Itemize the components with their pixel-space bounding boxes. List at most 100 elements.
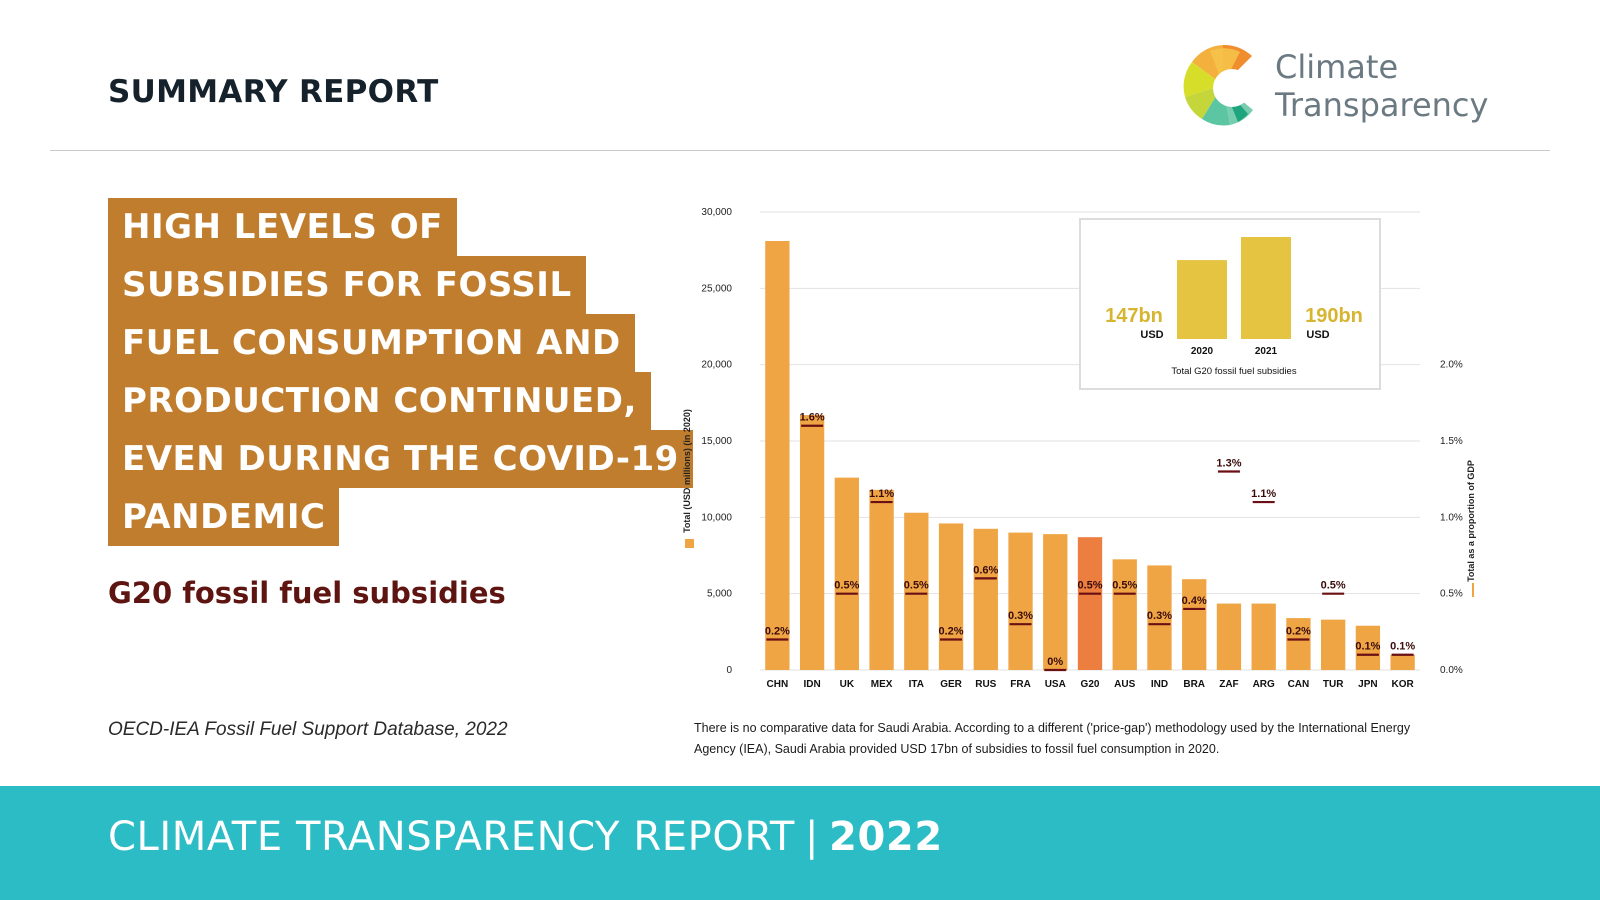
y2-tick-label: 2.0% <box>1440 360 1463 371</box>
page-title: SUMMARY REPORT <box>108 74 439 110</box>
bar-uk <box>834 477 859 670</box>
x-tick-label: FRA <box>1010 679 1031 690</box>
y-tick-label: 5,000 <box>707 589 732 600</box>
logo-text-climate: Climate <box>1275 48 1399 86</box>
bar-aus <box>1112 559 1137 670</box>
y2-tick-label: 1.0% <box>1440 512 1463 523</box>
bar-chn <box>765 241 790 671</box>
footer-title: CLIMATE TRANSPARENCY REPORT | 2022 <box>108 814 943 860</box>
gdp-share-label: 0.5% <box>1321 580 1346 592</box>
inset-unit-2021: USD <box>1306 329 1329 341</box>
headline-line: FUEL CONSUMPTION AND <box>108 314 635 372</box>
header-divider <box>50 150 1550 151</box>
y2-axis-title: Total as a proportion of GDP <box>1466 460 1476 582</box>
gdp-share-label: 1.1% <box>869 488 894 500</box>
data-source: OECD-IEA Fossil Fuel Support Database, 2… <box>108 719 508 740</box>
x-tick-label: IND <box>1151 679 1168 690</box>
bar-zaf <box>1216 603 1242 670</box>
bar-jpn <box>1355 625 1381 670</box>
x-tick-label: ITA <box>909 679 924 690</box>
x-tick-label: IDN <box>803 679 820 690</box>
y-axis-title: Total (USD millions) (in 2020) <box>682 409 692 533</box>
gdp-share-label: 0.5% <box>1077 580 1102 592</box>
logo-text-transparency: Transparency <box>1275 86 1489 124</box>
bar-g20 <box>1077 537 1103 670</box>
x-tick-label: KOR <box>1392 679 1415 690</box>
gdp-share-label: 0.2% <box>939 625 964 637</box>
y2-tick-label: 1.5% <box>1440 436 1463 447</box>
bar-ger <box>938 523 964 670</box>
x-tick-label: GER <box>940 679 962 690</box>
gdp-share-label: 0.5% <box>904 580 929 592</box>
gdp-share-label: 0.1% <box>1355 641 1380 653</box>
inset-bar-2020 <box>1177 260 1227 339</box>
y-tick-label: 10,000 <box>701 512 732 523</box>
gdp-share-label: 0.4% <box>1182 595 1207 607</box>
climate-transparency-logo: Climate Transparency <box>1180 40 1500 130</box>
inset-bar-2021 <box>1241 237 1291 339</box>
headline-line: SUBSIDIES FOR FOSSIL <box>108 256 586 314</box>
gdp-share-label: 0.6% <box>973 564 998 576</box>
headline-line: PRODUCTION CONTINUED, <box>108 372 651 430</box>
bar-can <box>1286 618 1311 670</box>
gdp-share-label: 0.2% <box>765 625 790 637</box>
bar-rus <box>973 528 998 670</box>
x-tick-label: BRA <box>1183 679 1205 690</box>
headline-line: EVEN DURING THE COVID-19 <box>108 430 693 488</box>
x-tick-label: MEX <box>871 679 893 690</box>
chart-subtitle: G20 fossil fuel subsidies <box>108 576 506 610</box>
bar-fra <box>1008 532 1033 670</box>
bar-idn <box>799 415 825 670</box>
y-tick-label: 15,000 <box>701 436 732 447</box>
inset-x-label: 2020 <box>1191 346 1214 357</box>
gdp-share-label: 1.6% <box>800 412 825 424</box>
bar-mex <box>869 489 894 670</box>
inset-value-2021: 190bn <box>1305 305 1363 327</box>
y-tick-label: 30,000 <box>701 207 732 218</box>
inset-panel <box>1079 218 1381 390</box>
x-tick-label: G20 <box>1081 679 1100 690</box>
chart-footnote: There is no comparative data for Saudi A… <box>694 721 1411 756</box>
gdp-share-label: 0.5% <box>834 580 859 592</box>
gdp-share-label: 0.3% <box>1008 610 1033 622</box>
footer-band: CLIMATE TRANSPARENCY REPORT | 2022 <box>0 786 1600 900</box>
x-tick-label: UK <box>840 679 855 690</box>
y-tick-label: 0 <box>726 665 732 676</box>
bar-ita <box>904 512 929 670</box>
footer-separator: | <box>804 814 820 860</box>
gdp-share-label: 0.3% <box>1147 610 1172 622</box>
y2-tick-label: 0.5% <box>1440 589 1463 600</box>
headline-line: HIGH LEVELS OF <box>108 198 457 256</box>
bar-usa <box>1043 534 1068 670</box>
gdp-share-label: 0.5% <box>1112 580 1137 592</box>
x-tick-label: USA <box>1045 679 1066 690</box>
bar-arg <box>1251 603 1276 670</box>
bar-bra <box>1182 579 1207 670</box>
x-tick-label: CAN <box>1288 679 1310 690</box>
footer-report-name: CLIMATE TRANSPARENCY REPORT <box>108 814 795 860</box>
logo-mark-icon <box>1183 44 1253 126</box>
inset-unit-2020: USD <box>1140 329 1163 341</box>
gdp-share-label: 0.1% <box>1390 641 1415 653</box>
bar-tur <box>1321 619 1346 670</box>
x-tick-label: CHN <box>767 679 789 690</box>
inset-value-2020: 147bn <box>1105 305 1163 327</box>
gdp-share-label: 0.2% <box>1286 625 1311 637</box>
y2-axis-legend-swatch <box>1472 583 1474 597</box>
x-tick-label: ZAF <box>1219 679 1238 690</box>
x-tick-label: TUR <box>1323 679 1344 690</box>
inset-title: Total G20 fossil fuel subsidies <box>1171 366 1296 377</box>
y-tick-label: 20,000 <box>701 360 732 371</box>
x-tick-label: AUS <box>1114 679 1135 690</box>
gdp-share-label: 0% <box>1047 656 1063 668</box>
x-tick-label: JPN <box>1358 679 1377 690</box>
gdp-share-label: 1.3% <box>1216 458 1241 470</box>
gdp-share-label: 1.1% <box>1251 488 1276 500</box>
bar-kor <box>1390 654 1415 670</box>
footer-year: 2022 <box>829 814 943 860</box>
bar-ind <box>1147 565 1172 670</box>
subsidies-chart: 0 5,000 10,000 15,000 20,000 25,000 30,000 0.0%… <box>682 207 1476 690</box>
headline-block: HIGH LEVELS OF SUBSIDIES FOR FOSSIL FUEL… <box>108 198 693 546</box>
x-tick-label: RUS <box>975 679 996 690</box>
y2-tick-label: 0.0% <box>1440 665 1463 676</box>
